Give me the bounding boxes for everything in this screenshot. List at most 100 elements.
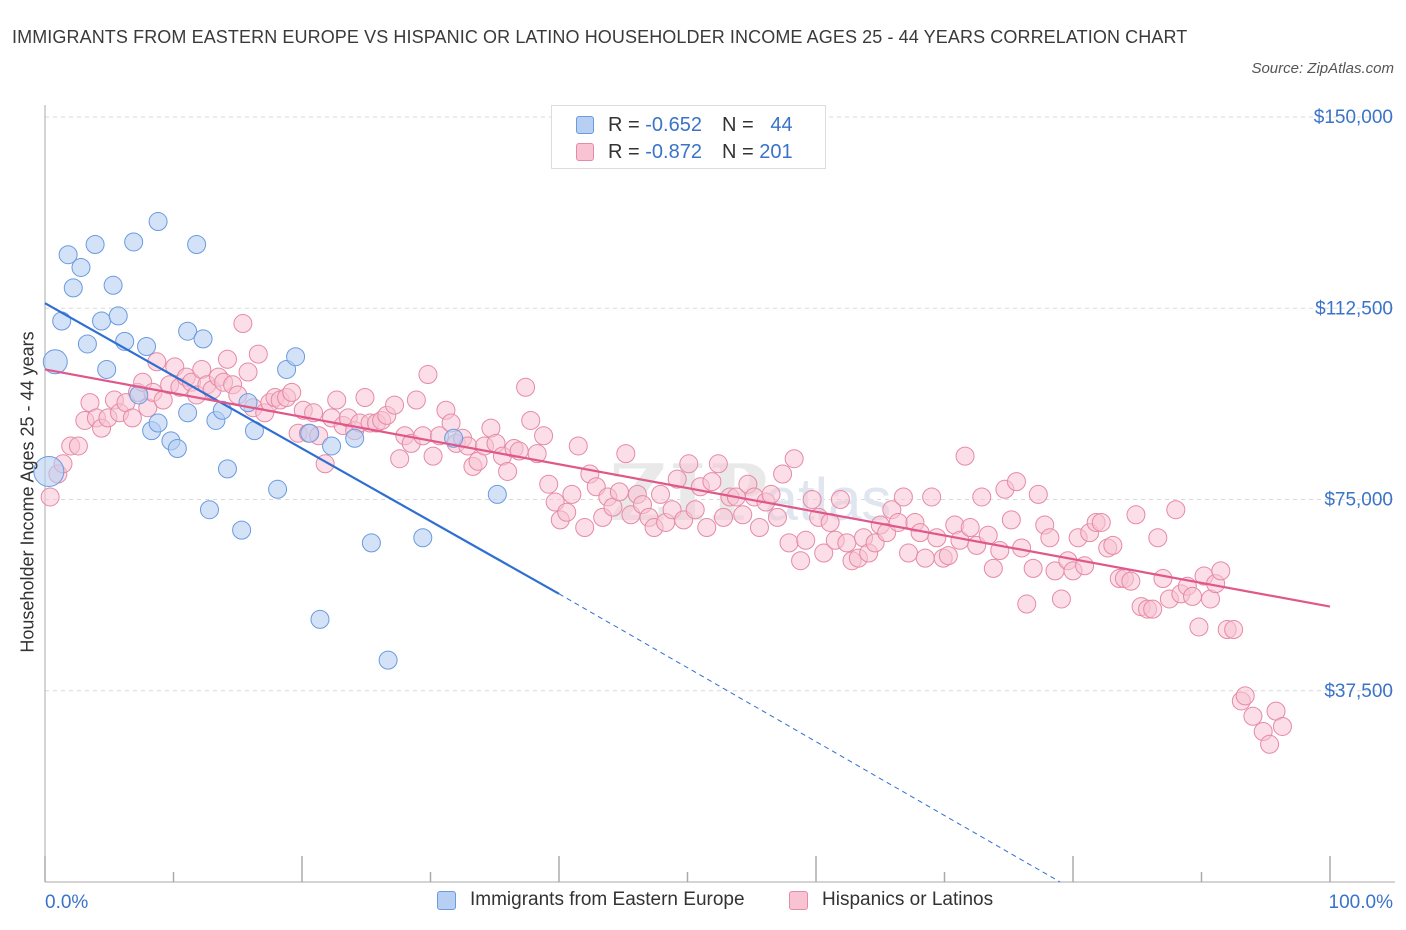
eastern-europe-point	[92, 311, 112, 331]
hispanics-point	[784, 449, 804, 469]
hispanics-point	[767, 507, 787, 527]
eastern-europe-point	[71, 257, 91, 277]
hispanics-point	[922, 487, 942, 507]
legend-row-eastern-europe: R = -0.652 N = 44	[576, 113, 793, 137]
hispanics-point	[960, 518, 980, 538]
eastern-europe-point	[97, 359, 117, 379]
hispanics-point	[616, 444, 636, 464]
hispanics-point	[955, 446, 975, 466]
hispanics-point	[938, 546, 958, 566]
hispanics-point	[413, 426, 433, 446]
eastern-europe-point	[187, 235, 207, 254]
eastern-europe-point	[268, 479, 288, 499]
r-label: R =	[608, 140, 640, 163]
eastern-europe-point	[63, 278, 83, 298]
eastern-europe-point	[124, 232, 144, 252]
hispanics-point	[761, 484, 781, 504]
hispanics-point	[527, 444, 547, 464]
hispanics-point	[1153, 569, 1173, 589]
eastern-europe-point	[58, 245, 78, 265]
hispanics-point	[1183, 586, 1203, 606]
hispanics-point	[802, 490, 822, 509]
y-tick-label: $150,000	[1314, 107, 1393, 128]
hispanics-point	[814, 543, 834, 563]
eastern-europe-point	[103, 275, 123, 295]
hispanics-point	[1017, 594, 1037, 614]
hispanics-point	[406, 390, 426, 410]
blue-swatch	[437, 890, 456, 910]
series-legend: Immigrants from Eastern Europe Hispanics…	[0, 889, 1406, 915]
hispanics-point	[1103, 535, 1123, 555]
r-value-hispanics: -0.872	[645, 140, 702, 163]
x-tick-label: 0.0%	[45, 892, 88, 913]
eastern-europe-point	[108, 306, 128, 326]
hispanics-point	[423, 446, 443, 466]
eastern-europe-point	[413, 528, 433, 548]
hispanics-point	[355, 388, 375, 407]
eastern-europe-point	[310, 609, 330, 629]
x-tick-label: 100.0%	[1329, 892, 1394, 913]
hispanics-point	[521, 410, 541, 430]
eastern-europe-point	[52, 311, 72, 331]
eastern-europe-point	[193, 329, 213, 349]
hispanics-point	[1272, 716, 1292, 736]
n-label: N =	[721, 113, 754, 136]
eastern-europe-point	[33, 455, 65, 487]
eastern-europe-point	[148, 413, 168, 433]
eastern-europe-point	[378, 650, 398, 670]
eastern-europe-point	[178, 403, 198, 423]
hispanics-point	[893, 487, 913, 507]
hispanics-point	[1028, 484, 1048, 504]
hispanics-point	[539, 474, 559, 494]
hispanics-point	[568, 436, 588, 456]
y-tick-label: $112,500	[1315, 298, 1393, 319]
hispanics-point	[697, 518, 717, 538]
hispanics-point	[1224, 620, 1244, 640]
hispanics-point	[899, 543, 919, 563]
hispanics-point	[972, 487, 992, 507]
eastern-europe-point	[77, 334, 97, 354]
hispanics-point	[122, 408, 142, 428]
hispanics-point	[791, 551, 811, 571]
hispanics-point	[773, 464, 793, 484]
legend-item-hispanics[interactable]: Hispanics or Latinos	[789, 889, 993, 911]
hispanics-point	[1260, 734, 1280, 754]
pink-swatch	[576, 143, 594, 161]
hispanics-point	[238, 362, 258, 382]
hispanics-point	[609, 482, 629, 502]
hispanics-point	[1006, 472, 1026, 492]
chart-title: IMMIGRANTS FROM EASTERN EUROPE VS HISPAN…	[12, 27, 1188, 47]
eastern-europe-point	[148, 212, 168, 232]
hispanics-point	[1143, 599, 1163, 619]
blue-swatch	[576, 116, 594, 134]
hispanics-point	[651, 484, 671, 504]
hispanics-point	[1126, 505, 1146, 525]
legend-item-eastern-europe[interactable]: Immigrants from Eastern Europe	[437, 889, 745, 911]
hispanics-point	[385, 395, 405, 415]
hispanics-point	[837, 533, 857, 553]
r-value-eastern-europe: -0.652	[645, 113, 702, 136]
hispanics-point	[1235, 686, 1255, 706]
hispanics-point	[927, 528, 947, 548]
n-label: N =	[721, 140, 754, 163]
hispanics-point	[685, 500, 705, 520]
eastern-europe-point	[42, 349, 68, 375]
legend-label-hispanics: Hispanics or Latinos	[822, 889, 994, 910]
eastern-europe-point	[361, 533, 381, 553]
hispanics-point	[1148, 528, 1168, 548]
hispanics-point	[708, 454, 728, 474]
n-value-hispanics: 201	[759, 140, 793, 163]
eastern-europe-point	[217, 459, 237, 479]
hispanics-point	[1040, 528, 1060, 548]
hispanics-point	[1211, 561, 1231, 581]
eastern-europe-trend-line	[44, 302, 560, 595]
eastern-europe-point	[85, 235, 105, 254]
r-label: R =	[608, 113, 640, 136]
correlation-legend: R = -0.652 N = 44 R = -0.872 N = 201	[551, 105, 826, 169]
hispanics-point	[713, 507, 733, 527]
hispanics-point	[1243, 706, 1263, 726]
hispanics-point	[796, 530, 816, 550]
trend-lines	[44, 302, 1331, 883]
hispanics-point	[557, 502, 577, 522]
hispanics-point	[667, 469, 687, 489]
